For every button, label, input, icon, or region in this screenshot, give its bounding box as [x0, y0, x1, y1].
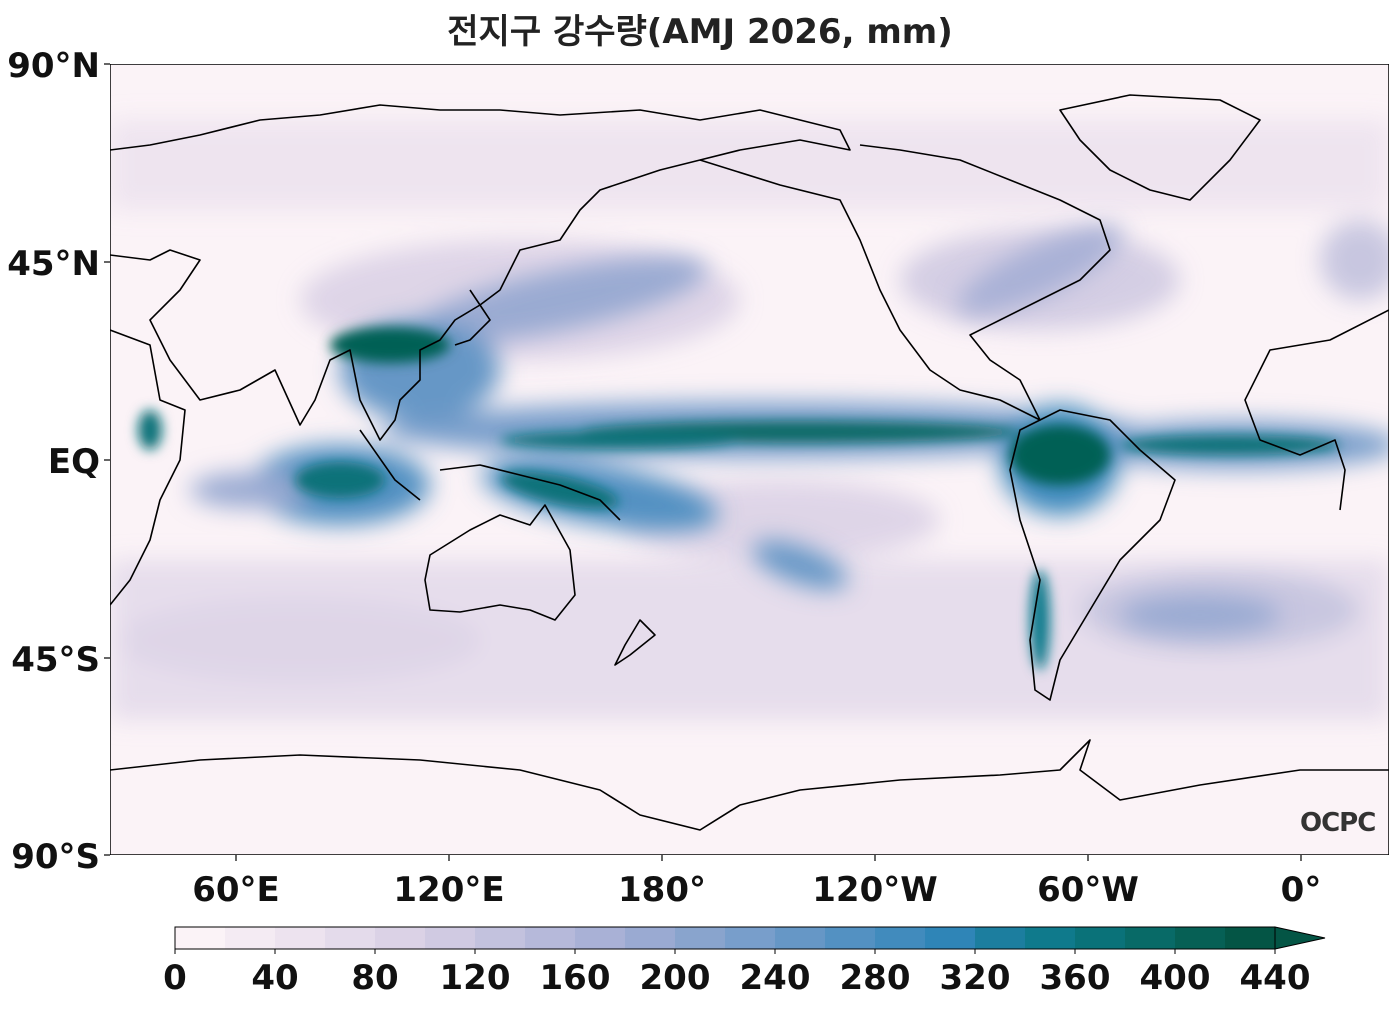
colorbar-bin [575, 927, 626, 949]
colorbar-tick-label: 360 [1039, 958, 1111, 998]
colorbar-bin [1025, 927, 1076, 949]
colorbar-tick-label: 80 [351, 958, 399, 998]
lon-label-60e: 60°E [192, 870, 280, 910]
colorbar-tick-label: 120 [439, 958, 511, 998]
lon-label-0: 0° [1280, 870, 1322, 910]
colorbar-bin [1225, 927, 1276, 949]
coastlines [110, 94, 1389, 831]
lon-label-60w: 60°W [1037, 870, 1139, 910]
colorbar-tick-label: 160 [539, 958, 611, 998]
colorbar-tick-label: 280 [839, 958, 911, 998]
colorbar-bin [275, 927, 326, 949]
colorbar-bin [525, 927, 576, 949]
colorbar-bin [775, 927, 826, 949]
colorbar-bin [675, 927, 726, 949]
lon-label-180: 180° [618, 870, 706, 910]
lon-label-120w: 120°W [812, 870, 938, 910]
colorbar-bin [1125, 927, 1176, 949]
colorbar-bin [375, 927, 426, 949]
colorbar-tick-label: 200 [639, 958, 711, 998]
colorbar-bin [975, 927, 1026, 949]
colorbar-bin [225, 927, 276, 949]
lat-label-eq: EQ [47, 442, 100, 482]
colorbar-bin [175, 927, 226, 949]
colorbar-tick-label: 440 [1239, 958, 1311, 998]
colorbar-tick-label: 400 [1139, 958, 1211, 998]
colorbar-extend-arrow [1274, 926, 1326, 950]
colorbar-tick-label: 320 [939, 958, 1011, 998]
colorbar-frame [174, 926, 1276, 950]
colorbar-tick-label: 0 [163, 958, 187, 998]
lat-label-45s: 45°S [11, 640, 100, 680]
colorbar-bin [725, 927, 776, 949]
axis-ticks [104, 63, 1302, 861]
colorbar-tick-label: 240 [739, 958, 811, 998]
map-title: 전지구 강수량(AMJ 2026, mm) [447, 12, 953, 52]
colorbar-bin [1075, 927, 1126, 949]
colorbar-bin [475, 927, 526, 949]
colorbar-bin [875, 927, 926, 949]
precip-heavy-cores [138, 327, 1340, 670]
lat-label-90n: 90°N [7, 46, 100, 86]
lat-label-90s: 90°S [11, 837, 100, 877]
colorbar-tick-label: 40 [251, 958, 299, 998]
map-area [110, 64, 1389, 855]
colorbar-bin [325, 927, 376, 949]
colorbar-bin [825, 927, 876, 949]
lat-label-45n: 45°N [7, 244, 100, 284]
lon-label-120e: 120°E [393, 870, 505, 910]
colorbar [174, 926, 1326, 954]
colorbar-bin [925, 927, 976, 949]
colorbar-bin [425, 927, 476, 949]
colorbar-bin [625, 927, 676, 949]
ocpc-watermark: OCPC [1300, 808, 1376, 838]
colorbar-bin [1175, 927, 1226, 949]
